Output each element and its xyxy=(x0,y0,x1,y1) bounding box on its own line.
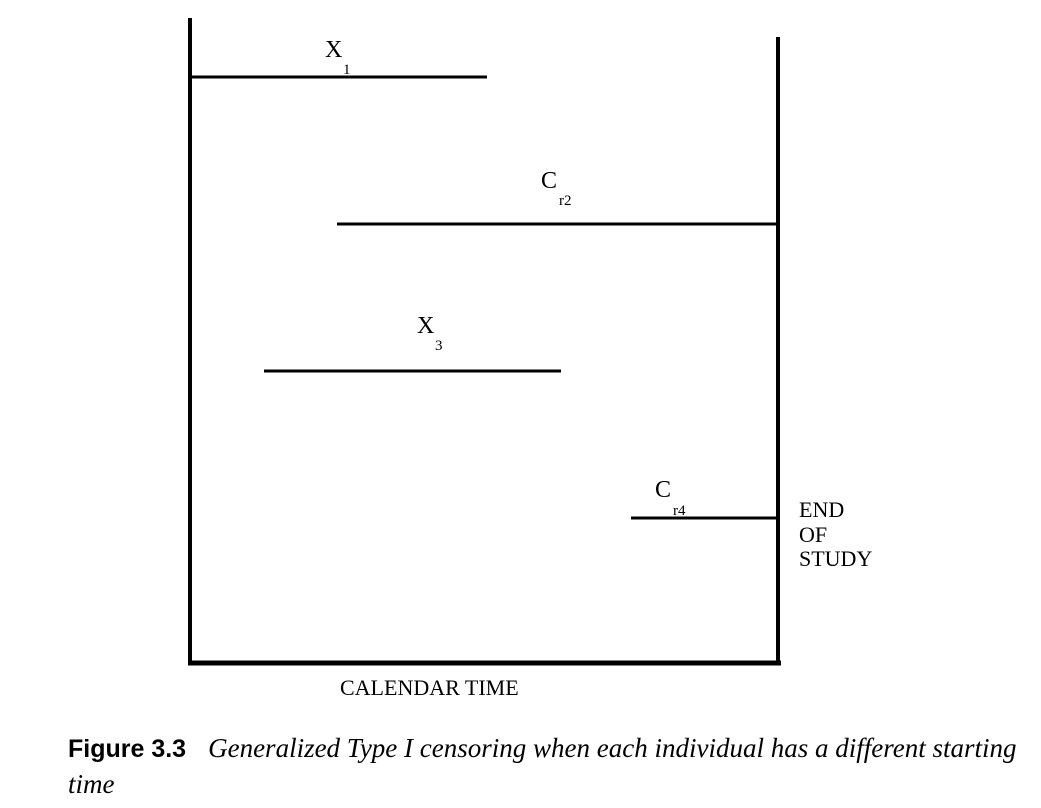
figure-caption: Figure 3.3 Generalized Type I censoring w… xyxy=(68,731,1018,802)
individual-2-subscript: r2 xyxy=(559,193,572,209)
end-of-study-label-line-1: END xyxy=(799,497,844,522)
end-of-study-label-line-2: OF xyxy=(799,522,827,547)
figure-number: Figure 3.3 xyxy=(68,735,187,763)
individual-1-subscript: 1 xyxy=(343,62,351,78)
figure-caption-text: Generalized Type I censoring when each i… xyxy=(68,733,1017,799)
individual-4-subscript: r4 xyxy=(673,503,686,519)
individual-1-label: X xyxy=(325,37,342,63)
individual-3-label: X xyxy=(417,313,434,339)
individual-3-subscript: 3 xyxy=(435,338,443,354)
individual-4-label: C xyxy=(655,477,671,503)
individual-2-label: C xyxy=(541,168,557,194)
calendar-time-label: CALENDAR TIME xyxy=(340,675,519,700)
censoring-diagram: X 1 C r2 X 3 C r4 END OF STUDY CALENDAR … xyxy=(188,18,872,700)
end-of-study-label-line-3: STUDY xyxy=(799,546,872,571)
